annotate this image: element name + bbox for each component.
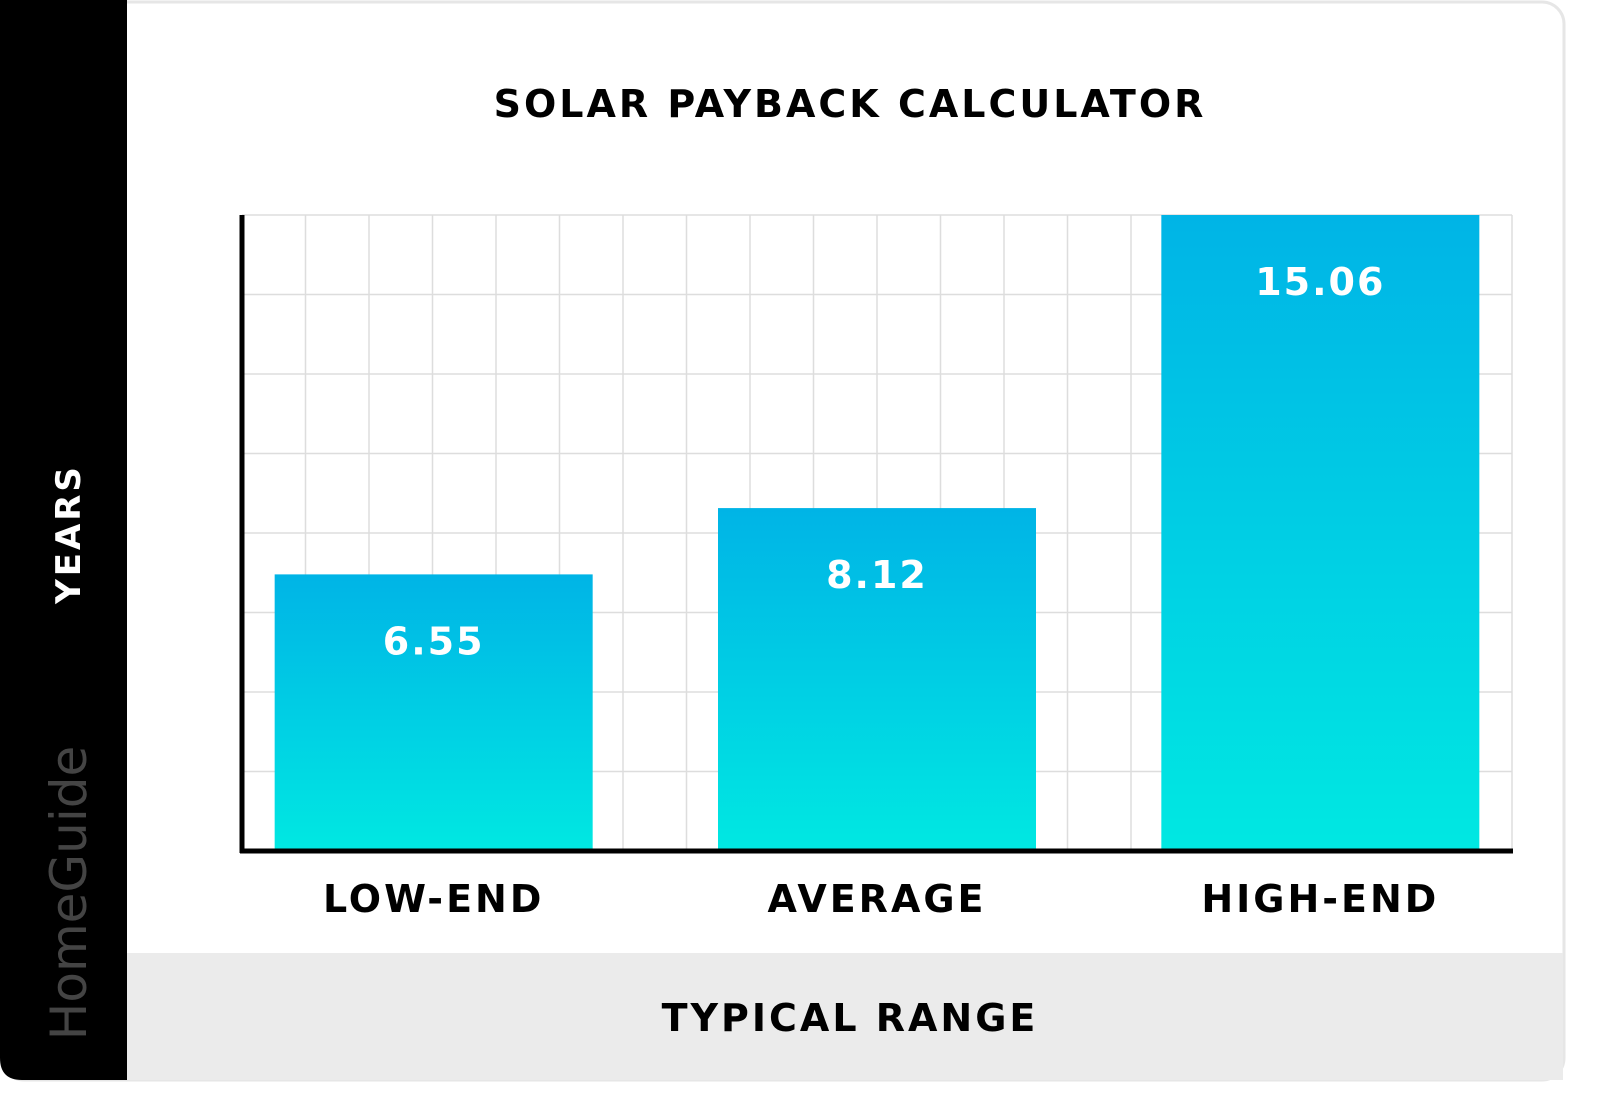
- x-tick-label: AVERAGE: [767, 877, 986, 921]
- brand-logo: HomeGuide: [40, 746, 98, 1040]
- data-label: 6.55: [383, 619, 485, 663]
- x-axis-title: TYPICAL RANGE: [662, 996, 1039, 1040]
- bar-high-end: [1161, 215, 1480, 851]
- bar-average: [718, 508, 1036, 851]
- sidebar: [0, 0, 127, 1080]
- y-axis-title: YEARS: [49, 464, 89, 605]
- data-label: 15.06: [1255, 260, 1385, 304]
- footer-band: [127, 953, 1563, 1080]
- data-label: 8.12: [826, 553, 928, 597]
- x-tick-label: HIGH-END: [1201, 877, 1439, 921]
- x-tick-label: LOW-END: [323, 877, 544, 921]
- bar-low-end: [274, 574, 593, 851]
- bars: [274, 215, 1480, 851]
- chart-title: SOLAR PAYBACK CALCULATOR: [494, 82, 1207, 126]
